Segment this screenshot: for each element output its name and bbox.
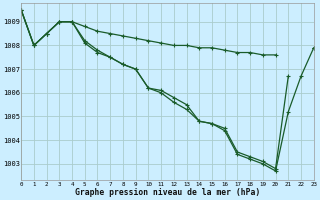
X-axis label: Graphe pression niveau de la mer (hPa): Graphe pression niveau de la mer (hPa): [75, 188, 260, 197]
